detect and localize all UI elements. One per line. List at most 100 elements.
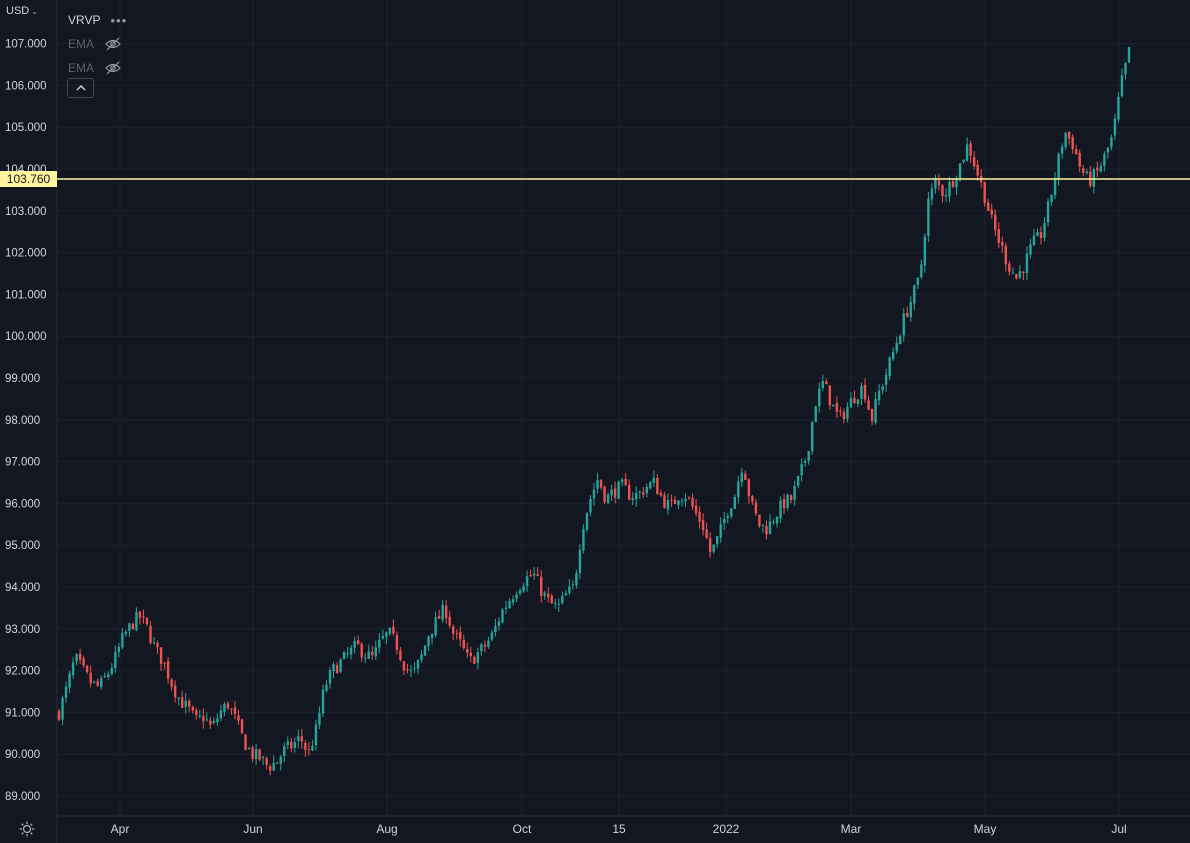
price-tick-label: 96.000	[5, 498, 40, 510]
eye-off-icon[interactable]	[104, 37, 122, 51]
candle-body	[987, 202, 990, 211]
legend-vrvp[interactable]: VRVP •••	[68, 8, 127, 32]
candle-body	[61, 698, 64, 720]
candle-body	[582, 529, 585, 551]
candle-body	[1124, 62, 1127, 75]
candle-body	[525, 576, 529, 587]
candle-body	[163, 662, 166, 664]
candle-body	[75, 654, 78, 662]
candle-body	[575, 573, 578, 586]
candle-body	[779, 500, 782, 519]
time-tick-label: Jun	[243, 822, 262, 836]
candle-body	[860, 385, 863, 399]
candle-body	[240, 719, 244, 734]
legend-ema-2[interactable]: EMA	[68, 56, 127, 80]
candle-body	[659, 493, 663, 496]
candle-body	[452, 626, 455, 634]
candle-body	[708, 538, 712, 553]
currency-label: USD	[6, 5, 30, 17]
candle-body	[177, 697, 180, 699]
candle-body	[536, 574, 539, 576]
candle-body	[283, 745, 286, 756]
candle-body	[290, 741, 293, 749]
candle-body	[941, 185, 944, 197]
candle-body	[758, 514, 761, 527]
candle-body	[367, 651, 370, 659]
candle-body	[1025, 253, 1029, 274]
candle-body	[1071, 137, 1074, 150]
candle-body	[737, 481, 740, 498]
candle-body	[1004, 245, 1008, 265]
candle-body	[325, 684, 328, 691]
candle-body	[173, 685, 177, 698]
candle-body	[1011, 272, 1015, 274]
candle-body	[994, 214, 997, 230]
candle-body	[388, 627, 392, 634]
candle-body	[585, 512, 589, 530]
candle-body	[304, 742, 307, 751]
candle-body	[761, 524, 765, 526]
price-tick-label: 95.000	[5, 540, 40, 552]
candle-body	[142, 616, 145, 618]
candle-body	[796, 475, 800, 486]
candle-body	[346, 653, 349, 655]
candle-body	[747, 479, 751, 497]
candle-body	[856, 399, 860, 404]
candle-body	[223, 704, 226, 713]
currency-selector[interactable]: USD ⌄	[6, 5, 38, 17]
candle-body	[1008, 263, 1011, 272]
candle-body	[888, 357, 891, 377]
time-axis[interactable]: Apr Jun Aug Oct 15 2022 Mar May Jul	[111, 822, 1127, 836]
candle-body	[874, 398, 877, 423]
price-axis[interactable]: 89.000 90.000 91.000 92.000 93.000 94.000 95.0…	[5, 39, 47, 803]
candle-body	[846, 407, 849, 419]
candle-body	[578, 549, 582, 573]
candle-body	[497, 621, 501, 626]
candle-body	[803, 460, 807, 463]
candle-body	[434, 617, 437, 636]
candle-body	[599, 479, 603, 488]
candle-body	[1067, 132, 1071, 139]
candle-body	[923, 236, 927, 266]
candle-body	[321, 689, 325, 714]
candle-body	[884, 374, 888, 385]
candle-body	[85, 665, 89, 672]
candle-body	[529, 575, 532, 577]
candle-body	[441, 604, 444, 620]
legend-ema-1[interactable]: EMA	[68, 32, 127, 56]
candle-body	[955, 179, 958, 188]
candle-body	[374, 647, 377, 657]
candle-body	[469, 652, 473, 657]
candle-body	[673, 499, 677, 504]
candle-body	[1050, 194, 1053, 203]
candle-body	[719, 524, 722, 538]
candle-body	[307, 749, 311, 751]
candle-body	[617, 481, 620, 499]
candle-body	[416, 659, 420, 669]
candle-body	[680, 500, 684, 502]
candle-body	[557, 603, 561, 605]
candle-body	[842, 412, 846, 420]
candle-body	[730, 508, 733, 517]
candle-body	[543, 592, 546, 596]
candle-body	[209, 720, 212, 725]
candle-body	[318, 712, 321, 725]
candle-body	[462, 639, 465, 648]
candle-body	[684, 498, 687, 502]
candle-body	[314, 724, 318, 745]
candle-body	[128, 623, 131, 631]
sun-settings-icon[interactable]	[19, 821, 35, 837]
candle-body	[712, 544, 715, 552]
candle-body	[349, 647, 353, 655]
candle-body	[184, 700, 187, 707]
eye-off-icon[interactable]	[104, 61, 122, 75]
candle-body	[610, 489, 613, 496]
candle-body	[899, 336, 902, 345]
more-icon[interactable]: •••	[110, 12, 128, 28]
candle-body	[476, 652, 480, 663]
candle-body	[1120, 75, 1124, 97]
candle-body	[110, 667, 113, 674]
candle-body	[420, 654, 423, 661]
collapse-legend-button[interactable]	[67, 78, 94, 98]
